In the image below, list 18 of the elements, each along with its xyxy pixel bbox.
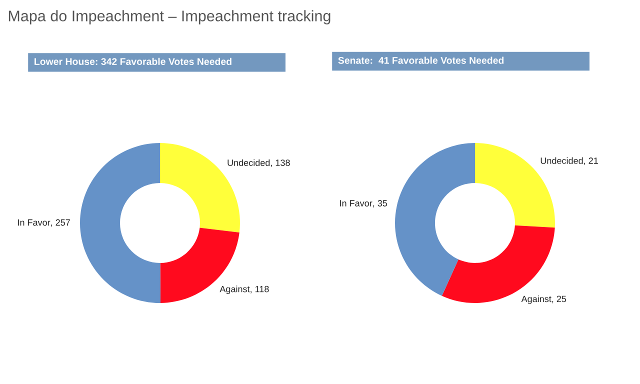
- data-label: , 21: [584, 158, 598, 166]
- slice-label: In Favor: [18, 219, 50, 226]
- data-label: , 25: [552, 296, 566, 304]
- data-label: , 118: [250, 286, 269, 294]
- chart-title: Mapa do Impeachment – Impeachment tracking: [8, 10, 330, 24]
- data-label: , 257: [51, 219, 70, 227]
- donut-slice: [395, 143, 475, 296]
- chart-subtitle: Senate: 41 Favorable Votes Needed: [338, 56, 504, 64]
- data-label: , 138: [270, 160, 290, 168]
- data-label: , 35: [373, 200, 388, 208]
- slice-label: In Favor: [340, 200, 372, 206]
- donut-slice: [442, 225, 555, 303]
- slice-label: Against: [521, 296, 552, 304]
- donut-slice: [80, 143, 160, 303]
- slice-label: Undecided: [228, 159, 270, 166]
- chart-subtitle: Lower House: 342 Favorable Votes Needed: [34, 58, 232, 66]
- slice-label: Undecided: [540, 157, 583, 164]
- slice-label: Against: [220, 286, 250, 294]
